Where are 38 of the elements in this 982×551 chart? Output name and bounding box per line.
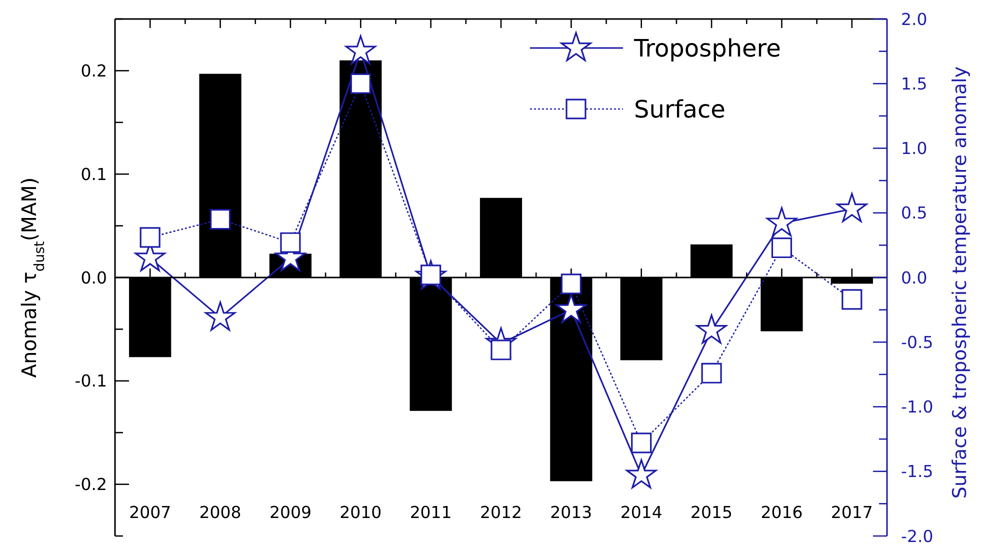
y2-tick-label: -0.5	[901, 332, 934, 352]
y2-tick-label: -2.0	[901, 526, 934, 546]
point	[210, 209, 231, 230]
y-tick-label: 0.0	[80, 268, 107, 288]
point	[556, 294, 586, 323]
x-tick-label: 2016	[760, 503, 803, 522]
x-tick-label: 2009	[269, 503, 312, 522]
y2-tick-label: 1.5	[901, 74, 928, 94]
point	[836, 192, 868, 222]
x-tick-label: 2007	[129, 503, 172, 522]
x-tick-label: 2012	[480, 503, 522, 522]
y-tick-label: 0.1	[80, 164, 107, 184]
legend-label: Troposphere	[633, 34, 781, 62]
x-tick-label: 2017	[830, 503, 873, 522]
x-tick-label: 2011	[410, 503, 452, 522]
point	[345, 35, 376, 64]
y2-tick-label: 2.0	[901, 10, 928, 29]
y-tick-label: 0.2	[80, 61, 107, 80]
point	[205, 302, 236, 331]
x-tick-label: 2014	[620, 503, 662, 522]
y2-tick-label: 1.0	[901, 139, 928, 158]
x-tick-label: 2015	[690, 503, 733, 522]
legend-label: Surface	[634, 95, 726, 124]
y2-tick-label: -1.0	[901, 398, 934, 417]
y-tick-label: -0.2	[74, 475, 107, 494]
y2-axis-title: Surface & tropospheric temperature anomaly	[949, 66, 971, 499]
y2-tick-label: 0.0	[901, 268, 928, 288]
point	[696, 314, 727, 344]
y-tick-label: -0.1	[74, 372, 107, 391]
point	[560, 274, 582, 294]
y2-tick-label: -1.5	[901, 462, 934, 482]
x-tick-label: 2010	[340, 503, 382, 522]
point	[766, 207, 797, 236]
x-tick-label: 2013	[550, 503, 592, 522]
x-tick-label: 2008	[199, 503, 242, 522]
point	[350, 73, 371, 94]
y2-tick-label: 0.5	[901, 204, 928, 223]
point	[626, 459, 657, 488]
